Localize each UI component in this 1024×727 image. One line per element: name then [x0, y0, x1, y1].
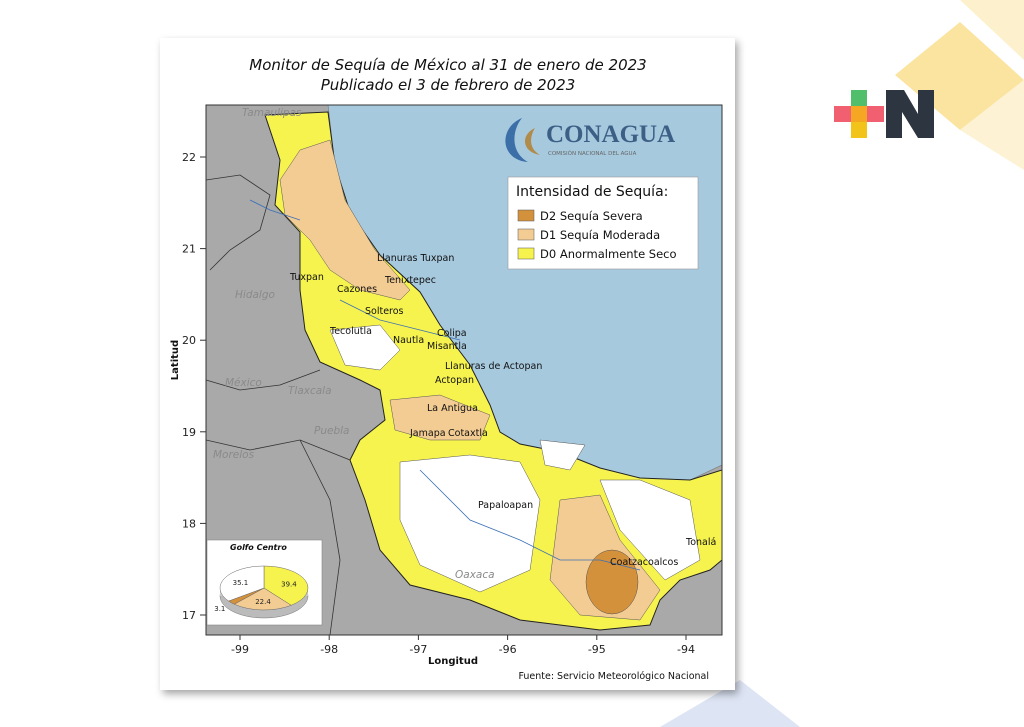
y-tick-label: 20: [182, 334, 196, 347]
pie-slice: [219, 565, 265, 602]
pie-slice: [233, 587, 292, 611]
y-tick-label: 22: [182, 151, 196, 164]
place-label: Nautla: [393, 335, 424, 346]
state-label: Tlaxcala: [288, 385, 332, 397]
y-tick-label: 17: [182, 609, 196, 622]
place-label: Tenixtepec: [384, 275, 436, 286]
decor: [960, 80, 1024, 170]
x-tick-label: -94: [677, 643, 695, 656]
decor: [660, 680, 800, 727]
place-label: Tonalá: [685, 537, 716, 548]
x-tick-label: -96: [499, 643, 517, 656]
source: Fuente: Servicio Meteorológico Nacional: [518, 671, 709, 682]
y-tick-label: 21: [182, 243, 196, 256]
legend-swatch: [517, 247, 535, 260]
y-tick-label: 19: [182, 426, 196, 439]
legend-label: D0 Anormalmente Seco: [540, 247, 677, 261]
decor: [870, 0, 1024, 60]
x-tick-label: -99: [231, 643, 249, 656]
x-tick-label: -98: [320, 643, 338, 656]
place-label: Llanuras Tuxpan: [377, 253, 454, 264]
decor: [895, 22, 1024, 130]
agency-name: CONAGUA: [546, 121, 675, 148]
place-label: Cotaxtla: [448, 428, 488, 439]
agency-subtitle: COMISIÓN NACIONAL DEL AGUA: [548, 150, 637, 157]
place-label: Llanuras de Actopan: [445, 361, 542, 372]
x-tick-label: -97: [409, 643, 427, 656]
place-label: Tuxpan: [289, 272, 324, 283]
pie-label: 39.4: [281, 581, 297, 589]
legend-swatch: [517, 209, 535, 222]
title: Publicado el 3 de febrero de 2023: [321, 76, 576, 94]
x-axis-label: Longitud: [428, 656, 478, 667]
legend: Intensidad de Sequía: D2 Sequía Severa D1…: [507, 176, 699, 270]
pie-label: 35.1: [233, 579, 249, 587]
legend-label: D1 Sequía Moderada: [540, 228, 660, 242]
y-axis-label: Latitud: [170, 340, 181, 380]
site-logo: [834, 90, 934, 138]
place-label: Papaloapan: [478, 500, 533, 511]
state-label: Oaxaca: [455, 569, 495, 581]
inset-chart: Golfo Centro 39.4 22.4 3.1 35.1: [206, 539, 323, 626]
agency-logo: CONAGUA COMISIÓN NACIONAL DEL AGUA: [505, 118, 675, 162]
place-label: Solteros: [365, 306, 404, 317]
inset-title: Golfo Centro: [230, 543, 287, 552]
place-label: Colipa: [437, 328, 467, 339]
y-tick-label: 18: [182, 517, 196, 530]
place-label: Cazones: [337, 284, 377, 295]
place-label: Misantla: [427, 341, 467, 352]
pie-label: 22.4: [255, 598, 271, 606]
state-label: Puebla: [314, 425, 349, 437]
legend-label: D2 Sequía Severa: [540, 209, 643, 223]
place-label: Jamapa: [409, 428, 446, 439]
pie-slice: [263, 565, 309, 606]
x-tick-label: -95: [588, 643, 606, 656]
place-label: Coatzacoalcos: [610, 557, 678, 568]
state-label: Tamaulipas: [242, 107, 302, 119]
state-label: Hidalgo: [235, 289, 275, 301]
pie-label: 3.1: [214, 605, 225, 613]
map-frame: [205, 104, 723, 636]
title: Monitor de Sequía de México al 31 de ene…: [249, 56, 646, 74]
legend-title: Intensidad de Sequía:: [516, 184, 668, 200]
state-label: Morelos: [213, 449, 255, 461]
legend-swatch: [517, 228, 535, 241]
place-label: La Antigua: [427, 403, 478, 414]
place-label: Tecolutla: [329, 326, 372, 337]
state-label: México: [225, 377, 262, 389]
place-label: Actopan: [435, 375, 474, 386]
